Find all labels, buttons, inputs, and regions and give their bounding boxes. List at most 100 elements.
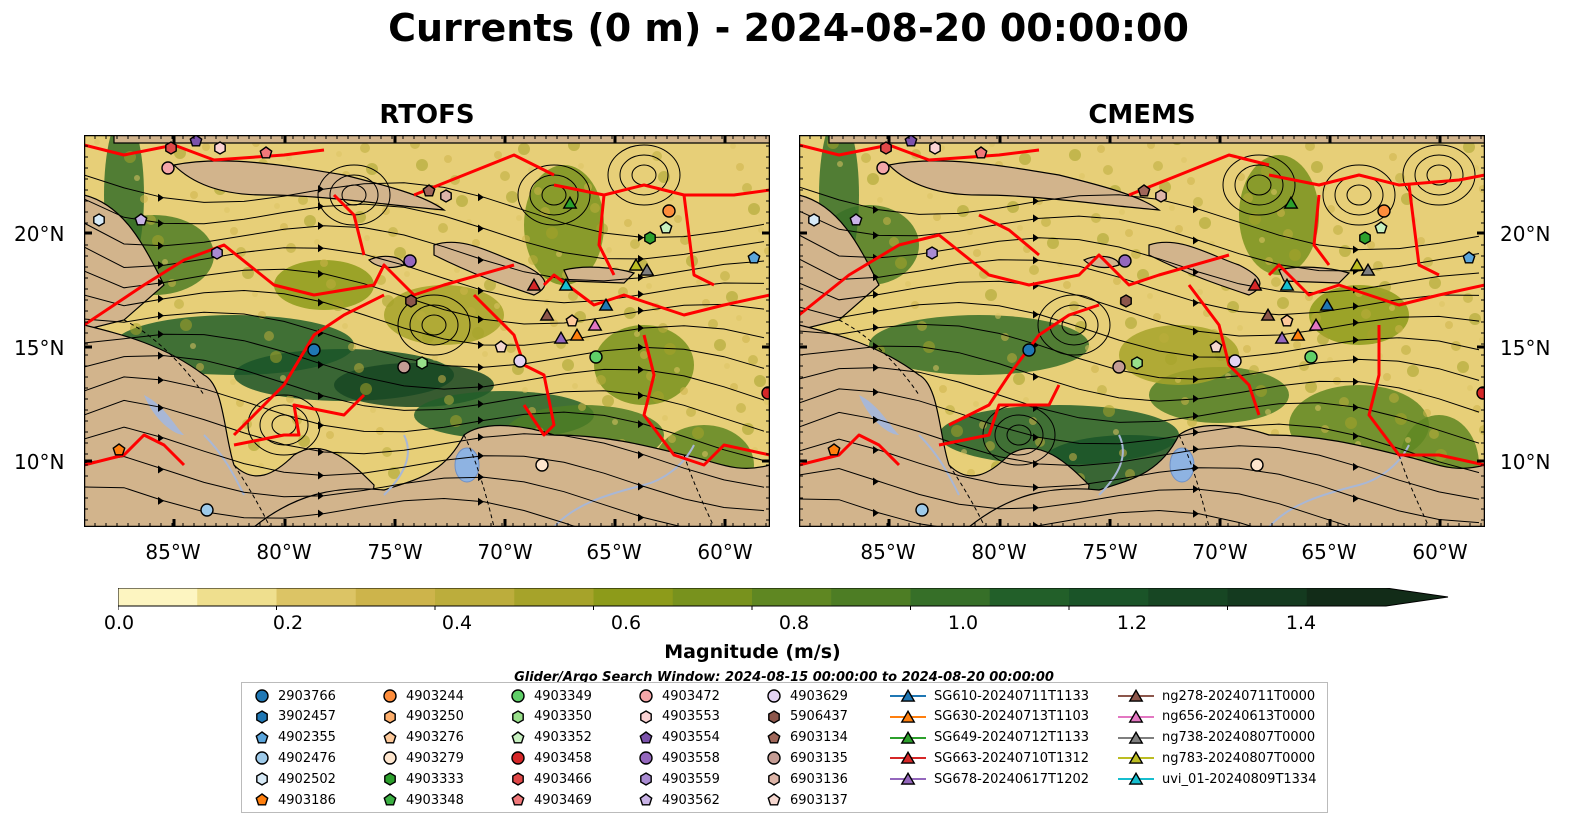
current-magnitude-patch xyxy=(524,165,604,285)
legend-item-label: 4902502 xyxy=(278,771,336,787)
legend-item-label: 4903558 xyxy=(662,750,720,766)
streamline-arrow xyxy=(873,306,879,315)
land-mass xyxy=(828,135,1485,144)
argo-float-marker xyxy=(876,161,890,175)
pentagon-marker-icon xyxy=(639,793,653,806)
pentagon-marker-icon xyxy=(255,730,269,744)
lon-tick-70w-right: 70°W xyxy=(1192,540,1248,564)
streamline-arrow xyxy=(478,315,484,324)
legend-item: 4902476 xyxy=(254,748,336,768)
circle-marker-icon xyxy=(767,751,781,766)
region-boundary xyxy=(1407,184,1440,277)
current-magnitude-patch xyxy=(274,260,374,310)
legend-item-label: 4903349 xyxy=(534,688,592,704)
eddy-streamline xyxy=(421,314,447,336)
streamline-arrow xyxy=(158,351,164,360)
streamline-arrow xyxy=(1353,335,1359,344)
glider-marker xyxy=(1274,330,1290,344)
argo-float-marker xyxy=(513,354,527,368)
glider-marker xyxy=(1308,317,1324,331)
argo-float-marker xyxy=(1280,314,1294,327)
eddy-streamline xyxy=(341,184,367,206)
eddy-streamline xyxy=(1006,424,1032,446)
streamline-arrow xyxy=(1033,503,1039,512)
instrument-markers xyxy=(808,135,1485,517)
argo-float-marker xyxy=(1304,350,1318,364)
streamline xyxy=(84,246,765,304)
legend-item-label: 6903137 xyxy=(790,792,848,808)
region-boundary xyxy=(84,243,515,327)
glider-marker xyxy=(1349,257,1365,271)
region-boundary xyxy=(542,273,770,317)
streamline-arrow xyxy=(158,376,164,385)
legend-item: 4903333 xyxy=(382,769,464,789)
glider-marker xyxy=(553,330,569,344)
lon-tick-65w-right: 65°W xyxy=(1301,540,1357,564)
region-boundary xyxy=(233,393,366,447)
region-boundary xyxy=(642,334,770,467)
legend-item-label: ng783-20240807T0000 xyxy=(1162,750,1316,766)
lon-tick-75w-right: 75°W xyxy=(1082,540,1138,564)
streamline-arrow xyxy=(1353,494,1359,503)
colorbar-segment xyxy=(752,588,832,606)
country-border xyxy=(1398,454,1430,527)
argo-float-marker xyxy=(1374,221,1388,234)
streamline-arrow xyxy=(478,286,484,295)
legend-item-label: 4903553 xyxy=(662,709,720,725)
streamline xyxy=(799,345,1480,413)
glider-marker xyxy=(639,262,655,276)
colorbar-segment xyxy=(118,588,198,606)
streamline-arrow xyxy=(1193,428,1199,437)
region-boundary xyxy=(332,193,366,256)
streamline-arrow xyxy=(478,256,484,265)
circle-marker-icon xyxy=(639,689,653,703)
pentagon-marker-icon xyxy=(255,793,269,806)
eddy-streamline xyxy=(1234,164,1284,206)
legend-item: 4903352 xyxy=(510,728,592,748)
eddy-streamline xyxy=(247,394,321,456)
legend-item-label: ng738-20240807T0000 xyxy=(1162,730,1316,746)
triangle-marker-icon xyxy=(890,709,926,723)
legend-item-label: SG630-20240713T1103 xyxy=(934,709,1090,725)
hexagon-marker-icon xyxy=(640,772,652,786)
streamlines xyxy=(799,144,1480,527)
argo-float-marker xyxy=(307,343,321,357)
streamline-arrow xyxy=(1033,214,1039,223)
colorbar-segment xyxy=(672,588,753,606)
legend-item-label: 4903562 xyxy=(662,792,720,808)
colorbar-segment xyxy=(910,588,991,606)
legend-item-label: 4903350 xyxy=(534,709,592,725)
argo-float-marker xyxy=(1462,251,1476,264)
argo-float-marker xyxy=(1228,354,1242,368)
argo-float-marker xyxy=(1377,204,1391,218)
lat-tick-20n-right: 20°N xyxy=(1500,222,1551,246)
argo-float-marker xyxy=(259,146,273,159)
lon-tick-70w-left: 70°W xyxy=(477,540,533,564)
legend-item: 3902457 xyxy=(254,707,336,727)
country-border xyxy=(233,464,271,527)
streamline-arrow xyxy=(158,496,164,505)
argo-float-marker xyxy=(929,141,941,155)
circle-marker-icon xyxy=(383,689,397,703)
streamline-arrow xyxy=(318,269,324,278)
streamline-arrow xyxy=(1353,318,1359,327)
lake xyxy=(144,395,184,435)
colorbar-title: Magnitude (m/s) xyxy=(664,641,841,663)
legend-item: ng738-20240807T0000 xyxy=(1118,728,1315,748)
legend-item-label: 4903250 xyxy=(406,709,464,725)
streamline-arrow xyxy=(318,491,324,500)
triangle-marker-icon xyxy=(890,772,926,785)
country-border xyxy=(123,319,205,396)
lat-tick-10n-right: 10°N xyxy=(1500,450,1551,474)
legend-item-label: 4903472 xyxy=(662,688,720,704)
colorbar-tick-0-0: 0.0 xyxy=(103,612,135,634)
region-boundary xyxy=(597,194,616,276)
streamline-arrow xyxy=(318,221,324,230)
region-boundary xyxy=(1128,153,1270,197)
panel-title-rtofs: RTOFS xyxy=(379,100,475,130)
glider-marker xyxy=(1260,307,1276,321)
argo-float-marker xyxy=(440,189,452,203)
streamline-arrow xyxy=(638,306,644,315)
streamline-arrow xyxy=(638,254,644,263)
argo-float-marker xyxy=(403,254,417,268)
